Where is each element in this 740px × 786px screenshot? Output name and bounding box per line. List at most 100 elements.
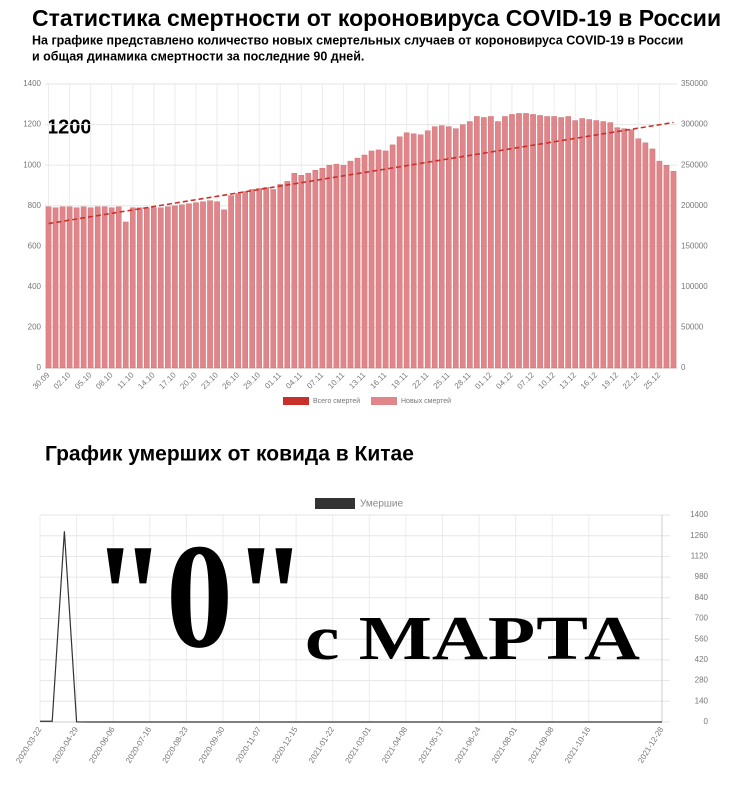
bar xyxy=(207,200,213,369)
y-tick-label: 1400 xyxy=(690,510,708,519)
x-tick-label: 2020-09-30 xyxy=(197,725,227,765)
bar xyxy=(319,167,326,369)
x-tick-label: 10.12 xyxy=(536,370,557,391)
bar xyxy=(115,206,122,369)
y2-tick-label: 100000 xyxy=(681,282,708,291)
y-tick-label: 980 xyxy=(695,572,709,581)
subtitle: На графике представлено количество новых… xyxy=(32,33,683,47)
y2-tick-label: 50000 xyxy=(681,323,704,332)
line xyxy=(48,121,674,225)
bar xyxy=(670,171,677,369)
y2-tick-label: 300000 xyxy=(681,120,708,129)
x-tick-label: 2021-12-28 xyxy=(636,725,666,765)
x-tick-label: 16.11 xyxy=(368,370,388,390)
bar xyxy=(263,187,269,369)
bar xyxy=(649,148,656,369)
bar xyxy=(495,121,501,369)
bar xyxy=(453,128,459,369)
x-tick-label: 2021-05-17 xyxy=(417,725,447,765)
x-tick-label: 13.12 xyxy=(558,370,579,391)
bar xyxy=(242,191,248,369)
y2-tick-label: 150000 xyxy=(681,241,708,250)
x-tick-label: 2021-08-01 xyxy=(490,725,520,765)
bar xyxy=(396,136,403,369)
bar xyxy=(256,188,262,369)
y-tick-label: 200 xyxy=(28,323,42,332)
x-tick-label: 25.11 xyxy=(432,370,452,390)
bar xyxy=(270,189,277,369)
legend-label: Новых смертей xyxy=(401,397,451,405)
chart-title: Статистика смертности от короновируса CO… xyxy=(32,5,721,31)
bar xyxy=(312,170,319,369)
bar xyxy=(221,209,227,369)
annotation: с МАРТА xyxy=(305,605,640,673)
bar xyxy=(410,133,417,369)
x-tick-label: 22.11 xyxy=(411,370,431,390)
bar xyxy=(277,184,284,369)
y-tick-label: 280 xyxy=(695,676,709,685)
charts: 0200400600800100012001400050000100000150… xyxy=(14,79,708,765)
x-tick-label: 23.10 xyxy=(199,370,220,391)
x-tick-label: 2020-08-23 xyxy=(161,725,191,765)
x-tick-label: 29.10 xyxy=(242,370,263,391)
bar xyxy=(179,204,185,369)
bar xyxy=(488,116,494,369)
x-tick-label: 2020-06-06 xyxy=(87,725,117,765)
bar xyxy=(52,207,59,369)
legend-swatch xyxy=(315,498,355,509)
bar xyxy=(565,116,571,369)
bar xyxy=(361,154,368,369)
bar xyxy=(474,116,480,369)
bar xyxy=(144,207,150,369)
y-tick-label: 1260 xyxy=(690,531,708,540)
y2-tick-label: 250000 xyxy=(681,160,708,169)
x-tick-label: 2021-03-01 xyxy=(343,725,373,765)
bar xyxy=(101,206,108,369)
bar xyxy=(186,203,192,369)
y2-tick-label: 200000 xyxy=(681,201,708,210)
bar xyxy=(614,127,621,369)
bar xyxy=(431,126,438,369)
bar xyxy=(45,206,52,369)
bar xyxy=(87,207,94,369)
y-tick-label: 1000 xyxy=(23,160,41,169)
bar xyxy=(642,142,649,369)
bar xyxy=(347,160,354,369)
x-tick-label: 2020-03-22 xyxy=(14,725,44,765)
x-tick-label: 2020-04-29 xyxy=(51,725,81,765)
x-tick-label: 2020-07-16 xyxy=(124,725,154,765)
annotation: "0" xyxy=(92,513,307,679)
bar xyxy=(600,121,607,369)
bar xyxy=(403,132,410,369)
bar xyxy=(516,113,522,369)
y-tick-label: 560 xyxy=(695,634,709,643)
subtitle: и общая динамика смертности за последние… xyxy=(32,49,364,63)
y-tick-label: 140 xyxy=(695,696,709,705)
bar xyxy=(509,114,515,369)
x-tick-label: 14.10 xyxy=(136,370,157,391)
x-tick-label: 2021-06-24 xyxy=(453,725,483,765)
y-tick-label: 600 xyxy=(28,241,42,250)
y-tick-label: 800 xyxy=(28,201,42,210)
bar xyxy=(214,201,220,369)
y-tick-label: 1120 xyxy=(691,552,709,561)
x-tick-label: 19.12 xyxy=(600,370,621,391)
bar xyxy=(445,126,452,369)
x-tick-label: 07.12 xyxy=(515,370,536,391)
x-tick-label: 13.11 xyxy=(347,370,367,390)
bar xyxy=(305,173,312,369)
bar xyxy=(635,138,642,369)
y-tick-label: 400 xyxy=(28,282,42,291)
bar xyxy=(579,118,585,369)
line xyxy=(40,531,662,723)
bar xyxy=(94,206,101,369)
x-tick-label: 2021-10-16 xyxy=(563,725,593,765)
x-tick-label: 01.12 xyxy=(473,370,494,391)
x-tick-label: 26.10 xyxy=(220,370,241,391)
bar xyxy=(663,164,670,369)
x-tick-label: 17.10 xyxy=(157,370,178,391)
x-tick-label: 30.09 xyxy=(31,370,52,391)
bar xyxy=(340,164,347,369)
x-tick-label: 05.10 xyxy=(73,370,94,391)
x-tick-label: 07.11 xyxy=(305,370,325,390)
